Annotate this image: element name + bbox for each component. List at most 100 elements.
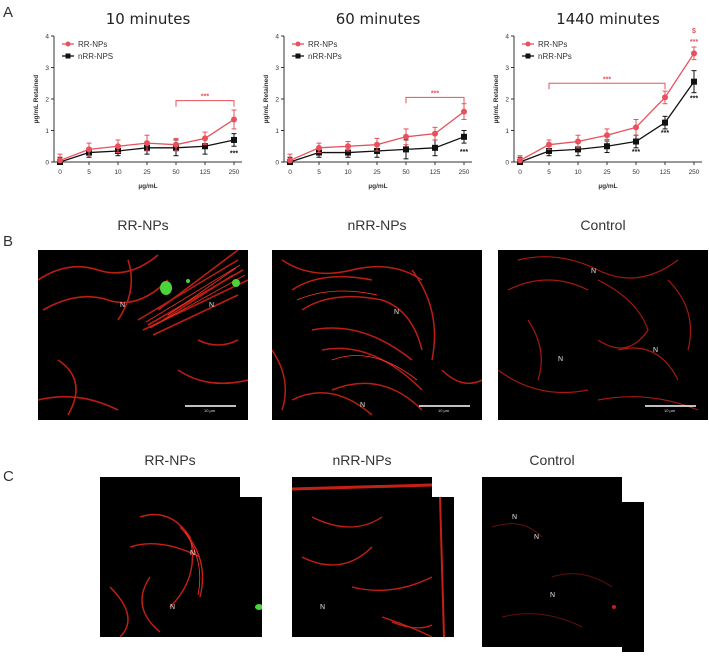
nucleus-label: N bbox=[534, 534, 539, 541]
micrograph-c-nrr-nps bbox=[292, 477, 432, 497]
y-axis-label: µg/mL Retained bbox=[33, 75, 40, 123]
significance-bracket bbox=[548, 82, 666, 90]
x-tick-label: 50 bbox=[172, 169, 180, 176]
x-tick-label: 10 bbox=[114, 169, 122, 176]
nucleus-label: N bbox=[558, 356, 563, 363]
nucleus-label: N bbox=[550, 592, 555, 599]
nucleus-label: N bbox=[360, 402, 365, 409]
micrograph-c-rr-nps bbox=[100, 477, 240, 497]
nucleus-label: N bbox=[653, 347, 658, 354]
nucleus-label: N bbox=[394, 309, 399, 316]
micrograph-b-control: N N N 10 µm bbox=[498, 250, 708, 420]
panel-b-title-nrr-nps: nRR-NPs bbox=[347, 217, 407, 233]
y-tick-label: 1 bbox=[275, 128, 279, 135]
x-tick-label: 50 bbox=[402, 169, 410, 176]
x-tick-label: 250 bbox=[689, 169, 700, 176]
data-point bbox=[546, 141, 552, 148]
data-point bbox=[173, 141, 179, 148]
data-point bbox=[316, 144, 322, 151]
data-point bbox=[604, 132, 610, 139]
data-point bbox=[633, 138, 639, 145]
legend-label: nRR-NPs bbox=[538, 52, 572, 61]
data-point bbox=[691, 50, 697, 57]
legend-marker bbox=[295, 53, 301, 59]
y-tick-label: 1 bbox=[45, 128, 49, 135]
panel-b-title-rr-nps: RR-NPs bbox=[117, 217, 169, 233]
nucleus-label: N bbox=[120, 302, 125, 309]
x-tick-label: 0 bbox=[518, 169, 522, 176]
significance-label: *** bbox=[431, 90, 439, 97]
nucleus-label: N bbox=[170, 604, 175, 611]
micrograph-c-rr-nps-main: N N bbox=[100, 497, 240, 637]
nucleus-label: N bbox=[209, 302, 214, 309]
data-point bbox=[662, 119, 668, 126]
x-tick-label: 0 bbox=[288, 169, 292, 176]
nucleus-label: N bbox=[320, 604, 325, 611]
y-tick-label: 0 bbox=[45, 160, 49, 167]
significance-label: *** bbox=[201, 94, 209, 101]
y-tick-label: 2 bbox=[45, 97, 49, 104]
x-tick-label: 250 bbox=[459, 169, 470, 176]
panel-letter-c: C bbox=[3, 468, 14, 485]
micrograph-c-control-main: N N N bbox=[482, 497, 622, 647]
x-tick-label: 125 bbox=[430, 169, 441, 176]
data-point bbox=[231, 136, 237, 143]
legend-marker bbox=[65, 53, 71, 59]
scale-bar-label: 10 µm bbox=[664, 408, 676, 413]
y-tick-label: 4 bbox=[45, 34, 49, 41]
y-axis-label: µg/mL Retained bbox=[493, 75, 500, 123]
data-point bbox=[403, 133, 409, 140]
chart-10-minutes: 10 minutes 0 1 2 3 4 0 5 10 25 50 125 250 µg/mL µg/mL … bbox=[33, 10, 242, 190]
x-tick-label: 50 bbox=[632, 169, 640, 176]
chart-1440-minutes: 1440 minutes 0 1 2 3 4 0 5 10 25 50 125 250 µg/mL µg/m… bbox=[493, 10, 702, 190]
x-tick-label: 10 bbox=[344, 169, 352, 176]
data-point bbox=[345, 143, 351, 150]
panel-letter-a: A bbox=[3, 4, 14, 21]
y-axis-label: µg/mL Retained bbox=[263, 75, 270, 123]
x-tick-label: 5 bbox=[547, 169, 551, 176]
data-point bbox=[575, 138, 581, 145]
micrograph-c-rr-nps-side bbox=[240, 497, 262, 637]
panel-c-title-control: Control bbox=[529, 452, 575, 468]
significance-label: *** bbox=[460, 149, 468, 156]
micrograph-c-nrr-nps-side bbox=[432, 497, 454, 637]
panel-b-title-control: Control bbox=[580, 217, 626, 233]
significance-label: *** bbox=[661, 130, 669, 137]
significance-label: *** bbox=[230, 151, 238, 158]
x-tick-label: 10 bbox=[574, 169, 582, 176]
x-axis-label: µg/mL bbox=[598, 183, 617, 190]
data-point bbox=[374, 141, 380, 148]
data-point bbox=[231, 116, 237, 123]
x-tick-label: 125 bbox=[660, 169, 671, 176]
legend-marker bbox=[525, 41, 531, 47]
legend-label: RR-NPs bbox=[308, 40, 337, 49]
x-tick-label: 250 bbox=[229, 169, 240, 176]
x-tick-label: 125 bbox=[200, 169, 211, 176]
panel-c-title-nrr-nps: nRR-NPs bbox=[332, 452, 392, 468]
micrograph-c-nrr-nps-main: N bbox=[292, 497, 432, 637]
data-point bbox=[432, 144, 438, 151]
data-point bbox=[633, 124, 639, 131]
legend-label: RR-NPs bbox=[538, 40, 567, 49]
significance-label: *** bbox=[603, 76, 611, 83]
micrograph-b-nrr-nps: N N 10 µm bbox=[272, 250, 482, 420]
significance-label: $ bbox=[692, 28, 696, 35]
legend-label: nRR-NPS bbox=[78, 52, 113, 61]
data-point bbox=[461, 108, 467, 115]
data-point bbox=[287, 157, 293, 164]
y-tick-label: 4 bbox=[505, 34, 509, 41]
significance-label: *** bbox=[632, 149, 640, 156]
data-point bbox=[144, 140, 150, 147]
x-axis-label: µg/mL bbox=[368, 183, 387, 190]
x-tick-label: 25 bbox=[143, 169, 151, 176]
x-tick-label: 25 bbox=[373, 169, 381, 176]
scale-bar-label: 10 µm bbox=[204, 408, 216, 413]
data-point bbox=[575, 146, 581, 153]
y-tick-label: 1 bbox=[505, 128, 509, 135]
scale-bar-label: 10 µm bbox=[438, 408, 450, 413]
chart-title: 60 minutes bbox=[336, 10, 421, 28]
x-axis-label: µg/mL bbox=[138, 183, 157, 190]
micrograph-b-rr-nps: N N 10 µm bbox=[38, 250, 248, 420]
significance-label: *** bbox=[690, 39, 698, 46]
nucleus-label: N bbox=[591, 268, 596, 275]
